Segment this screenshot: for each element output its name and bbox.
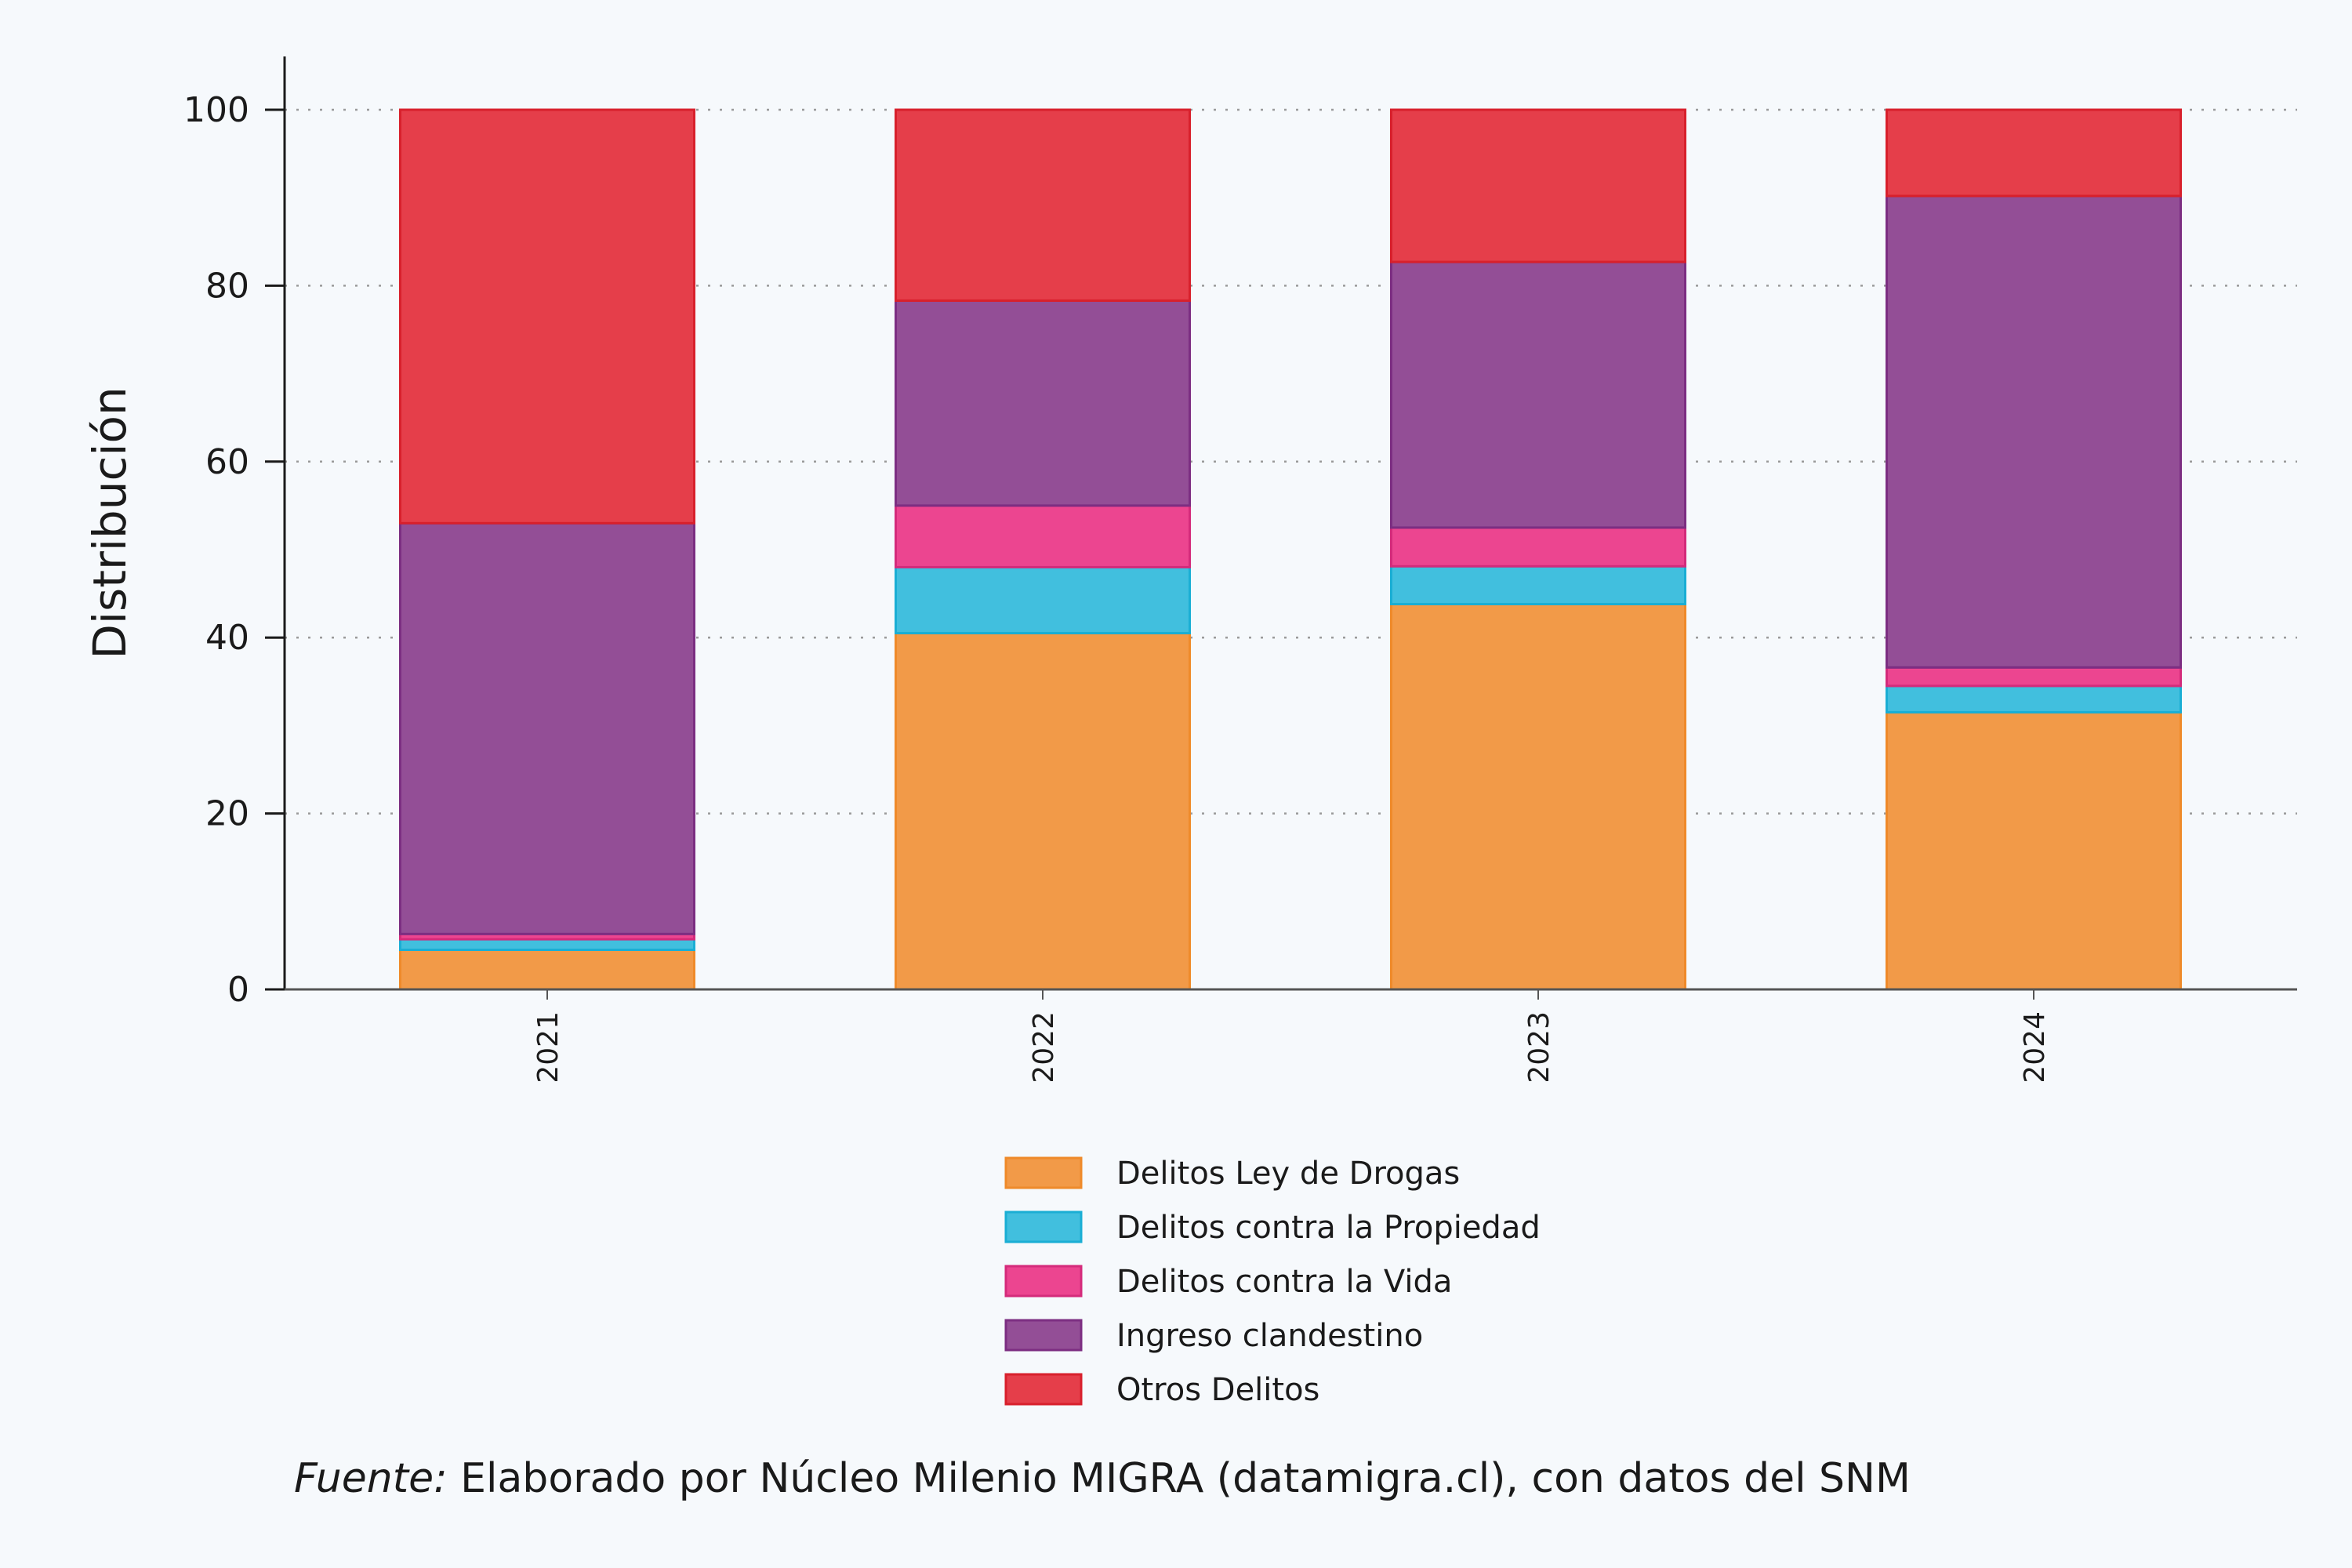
bar-segment-2022-ingreso-clandestino [895, 299, 1191, 507]
x-tick-label: 2021 [532, 1011, 564, 1083]
y-tick-label: 40 [205, 618, 249, 658]
legend-swatch [1004, 1210, 1083, 1243]
legend-label: Ingreso clandestino [1116, 1318, 1423, 1354]
bar-segment-2024-ingreso-clandestino [1886, 194, 2182, 669]
bar-stack-2021 [399, 108, 695, 991]
y-tick-label: 100 [183, 90, 249, 130]
x-tick-labels: 2021 2022 2023 2024 [532, 989, 2051, 1083]
y-tick-label: 0 [227, 970, 249, 1010]
bar-segment-2021-ingreso-clandestino [399, 521, 695, 935]
source-note: Fuente: Elaborado por Núcleo Milenio MIG… [294, 1455, 1911, 1502]
bar-segment-2021-otros-delitos [399, 108, 695, 524]
bar-segment-2021-delitos-contra-la-propiedad [399, 938, 695, 952]
bar-segment-2023-ingreso-clandestino [1390, 260, 1686, 529]
bar-segment-2024-otros-delitos [1886, 108, 2182, 198]
y-tick-label: 20 [205, 794, 249, 834]
y-tick-label: 80 [205, 266, 249, 306]
bar-segment-2022-delitos-ley-de-drogas [895, 632, 1191, 991]
bar-segment-2021-delitos-ley-de-drogas [399, 949, 695, 991]
bar-segment-2023-delitos-contra-la-vida [1390, 526, 1686, 568]
legend-label: Delitos Ley de Drogas [1116, 1156, 1460, 1192]
bar-segment-2022-delitos-contra-la-vida [895, 504, 1191, 568]
bar-segment-2022-otros-delitos [895, 108, 1191, 302]
legend: Delitos Ley de Drogas Delitos contra la P… [1004, 1156, 1541, 1408]
y-axis-title: Distribución [83, 387, 136, 659]
legend-label: Delitos contra la Propiedad [1116, 1210, 1541, 1246]
bar-stack-2023 [1390, 108, 1686, 991]
legend-swatch [1004, 1156, 1083, 1189]
y-tick-label: 60 [205, 442, 249, 482]
legend-label: Otros Delitos [1116, 1372, 1319, 1408]
source-prefix: Fuente: [294, 1455, 448, 1502]
axes [265, 56, 2297, 991]
bar-segment-2024-delitos-contra-la-vida [1886, 666, 2182, 688]
x-tick-label: 2023 [1523, 1011, 1555, 1083]
bar-stack-2024 [1886, 108, 2182, 991]
legend-swatch [1004, 1265, 1083, 1298]
legend-label: Delitos contra la Vida [1116, 1264, 1452, 1300]
bars [399, 108, 2182, 991]
x-tick-label: 2024 [2019, 1011, 2051, 1083]
bar-segment-2023-otros-delitos [1390, 108, 1686, 263]
bar-segment-2023-delitos-ley-de-drogas [1390, 603, 1686, 991]
x-tick-label: 2022 [1028, 1011, 1060, 1083]
legend-swatch [1004, 1319, 1083, 1352]
bar-segment-2023-delitos-contra-la-propiedad [1390, 564, 1686, 606]
bar-segment-2022-delitos-contra-la-propiedad [895, 565, 1191, 635]
bar-stack-2022 [895, 108, 1191, 991]
source-text: Elaborado por Núcleo Milenio MIGRA (data… [448, 1455, 1911, 1502]
bar-segment-2024-delitos-ley-de-drogas [1886, 711, 2182, 991]
bar-segment-2024-delitos-contra-la-propiedad [1886, 684, 2182, 714]
y-tick-labels: 0 20 40 60 80 100 [183, 90, 285, 1010]
legend-swatch [1004, 1373, 1083, 1406]
